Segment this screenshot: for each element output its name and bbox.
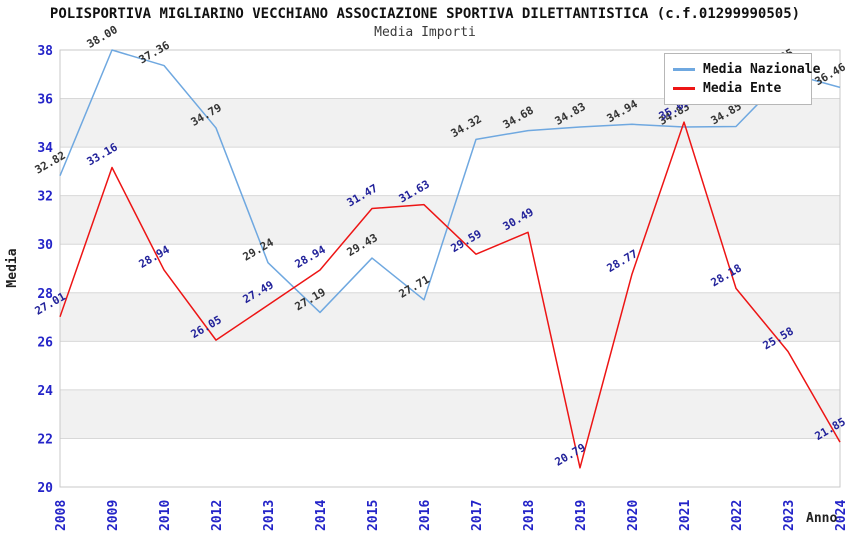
plot-frame — [59, 49, 841, 488]
legend-item-media-ente: Media Ente — [673, 79, 803, 98]
data-label: 28.18 — [709, 261, 744, 289]
y-tick-label: 28 — [37, 287, 53, 302]
x-tick-label: 2016 — [418, 500, 433, 531]
data-label: 38.00 — [85, 23, 120, 51]
y-tick-label: 34 — [37, 141, 53, 156]
media-ente-line-swatch-icon — [673, 87, 695, 90]
page-title: POLISPORTIVA MIGLIARINO VECCHIANO ASSOCI… — [49, 6, 801, 22]
y-tick-label: 30 — [37, 238, 53, 253]
y-tick-label: 20 — [37, 481, 53, 496]
y-tick-label: 36 — [37, 93, 53, 108]
y-axis-title: Media — [5, 248, 20, 287]
x-tick-label: 2024 — [834, 500, 849, 531]
x-tick-label: 2012 — [210, 500, 225, 531]
series-line-ente — [59, 121, 841, 469]
chart-legend: Media Nazionale Media Ente — [664, 53, 820, 105]
x-tick-label: 2008 — [54, 500, 69, 531]
x-tick-label: 2015 — [366, 500, 381, 531]
series-line-nazionale — [59, 49, 841, 314]
x-tick-label: 2017 — [470, 500, 485, 531]
y-tick-label: 32 — [37, 190, 53, 205]
x-tick-label: 2022 — [730, 500, 745, 531]
data-label: 28.94 — [137, 243, 173, 271]
chart-subtitle: Media Importi — [374, 25, 476, 40]
plot-band — [60, 389, 840, 439]
y-tick-label: 26 — [37, 335, 53, 350]
media-nazionale-line-swatch-icon — [673, 68, 695, 71]
data-label: 20.79 — [553, 441, 588, 469]
legend-item-media-nazionale: Media Nazionale — [673, 60, 820, 79]
y-tick-label: 24 — [37, 384, 53, 399]
x-tick-label: 2010 — [158, 500, 173, 531]
legend-label: Media Nazionale — [703, 62, 821, 77]
x-axis-title: Anno — [806, 511, 838, 526]
legend-label: Media Ente — [703, 81, 782, 96]
plot-band — [60, 98, 840, 148]
plot-band — [60, 292, 840, 342]
x-tick-label: 2014 — [314, 500, 329, 531]
x-tick-label: 2020 — [626, 500, 641, 531]
x-tick-label: 2019 — [574, 500, 589, 531]
data-label: 28.77 — [605, 247, 640, 275]
x-tick-label: 2023 — [782, 500, 797, 531]
x-tick-label: 2018 — [522, 500, 537, 531]
x-tick-label: 2009 — [106, 500, 121, 531]
x-tick-label: 2013 — [262, 500, 277, 531]
x-tick-label: 2021 — [678, 500, 693, 531]
y-tick-label: 38 — [37, 44, 53, 59]
y-tick-label: 22 — [37, 432, 53, 447]
